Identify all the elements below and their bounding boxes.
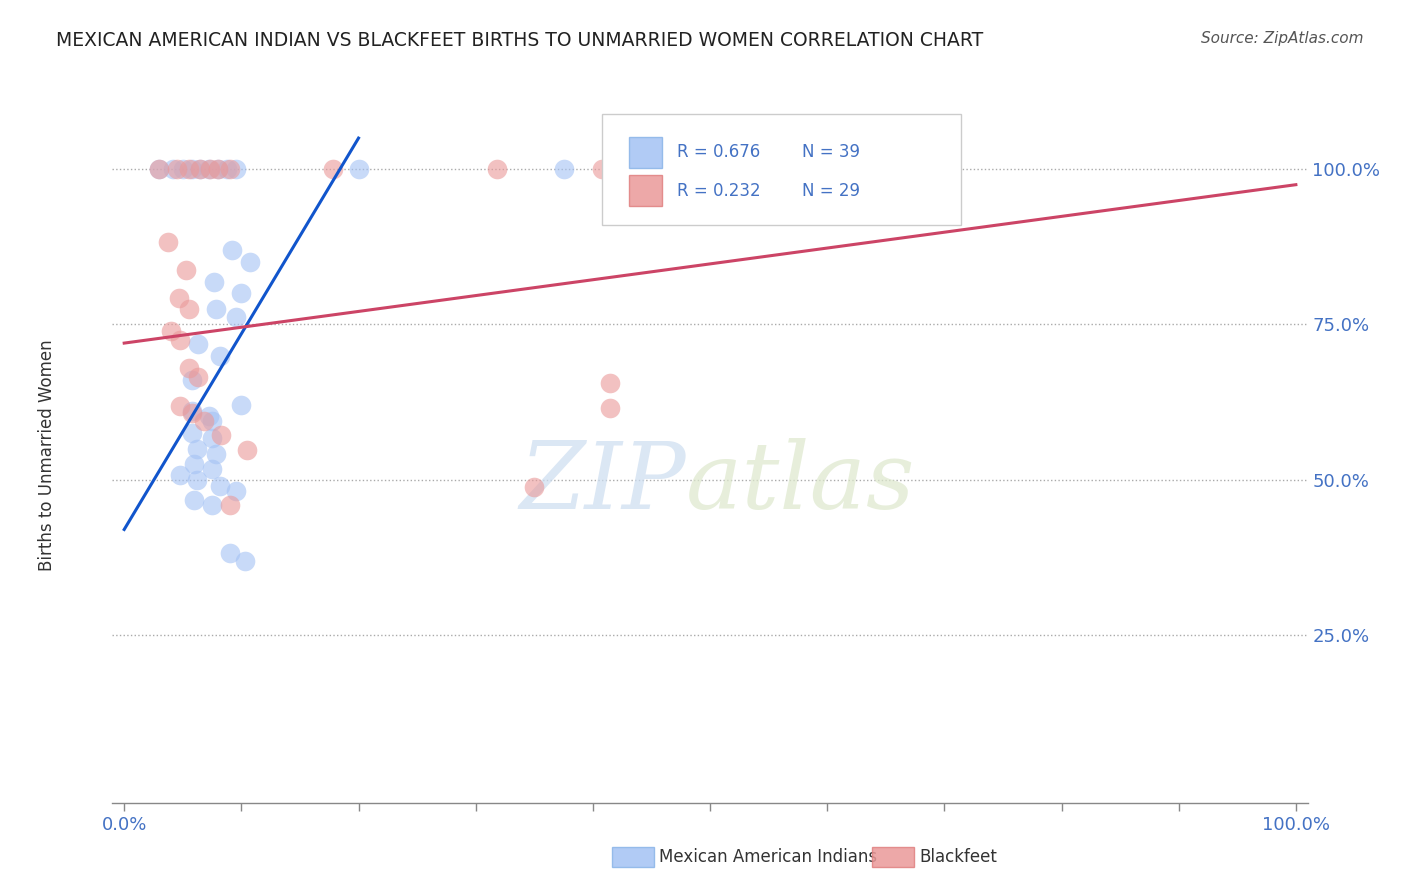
- Point: [177, 162, 200, 177]
- Point: [166, 162, 188, 177]
- Point: [181, 404, 204, 418]
- Point: [591, 162, 613, 177]
- Point: [186, 473, 208, 487]
- Point: [209, 479, 232, 493]
- Point: [218, 498, 240, 512]
- Text: MEXICAN AMERICAN INDIAN VS BLACKFEET BIRTHS TO UNMARRIED WOMEN CORRELATION CHART: MEXICAN AMERICAN INDIAN VS BLACKFEET BIR…: [56, 31, 983, 50]
- Point: [204, 301, 226, 316]
- Point: [148, 162, 170, 177]
- Point: [172, 162, 194, 177]
- Point: [877, 162, 900, 177]
- Point: [207, 162, 229, 177]
- Point: [169, 400, 191, 414]
- Point: [148, 162, 170, 177]
- Point: [207, 162, 229, 177]
- Point: [197, 162, 219, 177]
- Text: Source: ZipAtlas.com: Source: ZipAtlas.com: [1201, 31, 1364, 46]
- Text: R = 0.232: R = 0.232: [676, 182, 761, 200]
- Point: [225, 162, 247, 177]
- Point: [231, 398, 253, 412]
- Text: Births to Unmarried Women: Births to Unmarried Women: [38, 339, 56, 571]
- Point: [654, 162, 676, 177]
- Text: ZIP: ZIP: [519, 438, 686, 528]
- Text: Blackfeet: Blackfeet: [920, 848, 997, 866]
- Point: [181, 426, 204, 441]
- Text: R = 0.676: R = 0.676: [676, 143, 759, 161]
- Point: [181, 162, 204, 177]
- Point: [186, 442, 208, 456]
- Point: [197, 409, 219, 424]
- Point: [599, 401, 621, 416]
- Point: [169, 333, 191, 347]
- Point: [174, 262, 197, 277]
- Point: [553, 162, 575, 177]
- Text: Mexican American Indians: Mexican American Indians: [659, 848, 877, 866]
- Point: [169, 467, 191, 482]
- Point: [201, 461, 224, 475]
- Point: [523, 480, 546, 494]
- Point: [160, 324, 183, 338]
- Point: [162, 162, 184, 177]
- Point: [201, 431, 224, 445]
- Point: [198, 162, 221, 177]
- Point: [221, 243, 243, 257]
- Point: [225, 483, 247, 498]
- FancyBboxPatch shape: [628, 175, 662, 206]
- Point: [218, 162, 240, 177]
- Point: [177, 301, 200, 316]
- Text: atlas: atlas: [686, 438, 915, 528]
- Point: [599, 376, 621, 391]
- Point: [211, 428, 233, 442]
- Point: [204, 447, 226, 461]
- FancyBboxPatch shape: [602, 114, 960, 226]
- Point: [202, 275, 225, 289]
- Point: [201, 498, 224, 512]
- Point: [183, 457, 205, 471]
- Point: [181, 373, 204, 387]
- Point: [188, 162, 212, 177]
- Point: [193, 414, 215, 428]
- Point: [209, 349, 232, 363]
- Point: [322, 162, 344, 177]
- Point: [188, 162, 212, 177]
- Point: [181, 406, 204, 420]
- Text: N = 29: N = 29: [801, 182, 860, 200]
- Point: [183, 492, 205, 507]
- Point: [201, 414, 224, 428]
- Point: [169, 291, 191, 305]
- Point: [177, 361, 200, 376]
- Point: [347, 162, 370, 177]
- FancyBboxPatch shape: [628, 137, 662, 169]
- Point: [239, 255, 262, 269]
- Point: [225, 310, 247, 324]
- Point: [218, 546, 240, 560]
- Point: [661, 162, 683, 177]
- Point: [156, 235, 179, 250]
- Point: [217, 162, 239, 177]
- Point: [236, 442, 259, 457]
- Point: [485, 162, 508, 177]
- Point: [187, 370, 209, 384]
- Point: [231, 286, 253, 301]
- Text: N = 39: N = 39: [801, 143, 860, 161]
- Point: [233, 553, 256, 567]
- Point: [187, 337, 209, 351]
